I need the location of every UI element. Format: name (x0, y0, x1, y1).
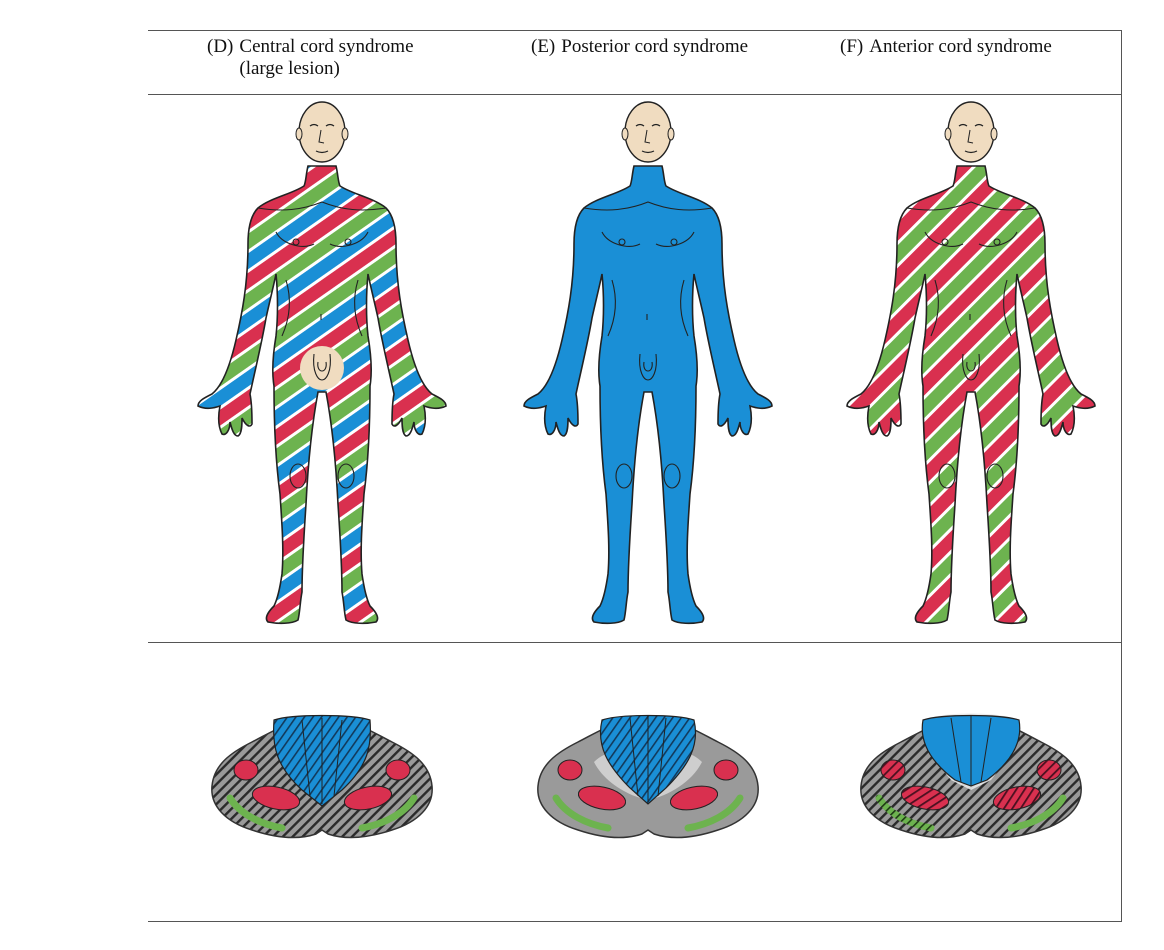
figure-frame (148, 30, 1122, 922)
panel-f-tag: (F) (840, 36, 864, 57)
panel-d-subtitle: (large lesion) (239, 58, 340, 79)
panel-d-title: Central cord syndrome (239, 36, 414, 57)
panel-d-cord-section (211, 714, 433, 839)
header-rule (148, 94, 1122, 95)
panel-e-cord-section (537, 714, 759, 839)
bottom-rule (148, 921, 1122, 922)
panel-f-header: (F) Anterior cord syndrome (840, 36, 1052, 58)
panel-f-title: Anterior cord syndrome (869, 36, 1052, 57)
panel-d-header: (D) Central cord syndrome (large lesion) (207, 36, 414, 80)
panel-d-tag: (D) (207, 36, 234, 57)
panel-e-body-figure (523, 101, 773, 625)
panel-f-body-figure (846, 101, 1096, 625)
panel-e-header: (E) Posterior cord syndrome (531, 36, 748, 58)
panel-e-tag: (E) (531, 36, 556, 57)
right-rule (1121, 30, 1122, 922)
middle-rule (148, 642, 1122, 643)
panel-d-body-figure (197, 101, 447, 625)
panel-e-title: Posterior cord syndrome (561, 36, 749, 57)
top-rule (148, 30, 1122, 31)
panel-f-cord-section (860, 713, 1082, 839)
